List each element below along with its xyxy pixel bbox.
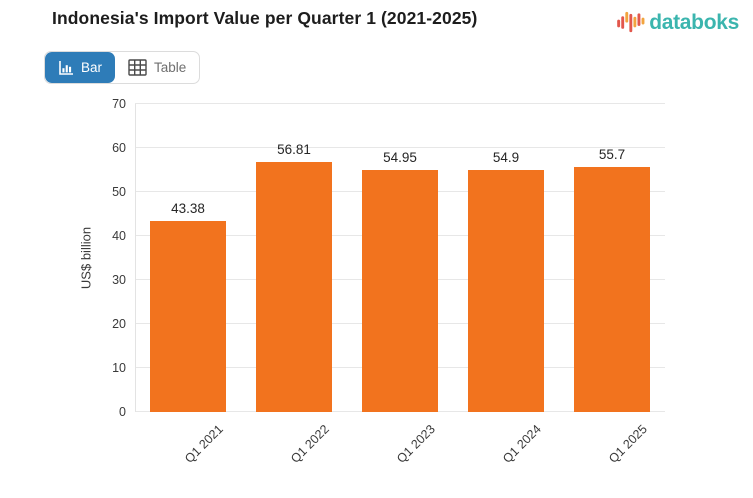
bar[interactable]	[573, 166, 651, 412]
y-tick-label: 20	[112, 317, 126, 331]
gridline	[135, 147, 665, 148]
bar-value-label: 56.81	[277, 142, 311, 158]
bar-slot: 56.81	[241, 104, 347, 412]
bars-container: 43.38 56.81 54.95 54.9 55.7	[135, 104, 665, 412]
x-tick-label: Q1 2024	[500, 422, 544, 466]
bar-slot: 55.7	[559, 104, 665, 412]
bar-slot: 54.95	[347, 104, 453, 412]
x-tick-label: Q1 2023	[394, 422, 438, 466]
x-tick-slot: Q1 2021	[135, 412, 241, 474]
x-tick-slot: Q1 2023	[347, 412, 453, 474]
y-tick-label: 40	[112, 229, 126, 243]
y-axis-line	[135, 104, 136, 412]
bar-value-label: 54.95	[383, 150, 417, 166]
page-title: Indonesia's Import Value per Quarter 1 (…	[52, 8, 478, 28]
databoks-logo-text: databoks	[649, 11, 739, 34]
x-axis-labels: Q1 2021 Q1 2022 Q1 2023 Q1 2024 Q1 2025	[135, 412, 665, 474]
bar-slot: 43.38	[135, 104, 241, 412]
table-view-button[interactable]: Table	[115, 52, 199, 83]
table-grid-icon	[128, 59, 147, 76]
databoks-logo[interactable]: databoks	[617, 8, 739, 38]
table-view-label: Table	[154, 60, 187, 75]
bar-value-label: 43.38	[171, 201, 205, 217]
x-tick-slot: Q1 2025	[559, 412, 665, 474]
bar-value-label: 55.7	[598, 146, 626, 162]
x-tick-slot: Q1 2024	[453, 412, 559, 474]
bar[interactable]	[361, 170, 439, 412]
x-tick-label: Q1 2022	[288, 422, 332, 466]
y-tick-label: 60	[112, 141, 126, 155]
bar-value-label: 54.9	[492, 150, 520, 166]
x-tick-label: Q1 2021	[182, 422, 226, 466]
bar-view-button[interactable]: Bar	[45, 52, 116, 83]
x-tick-label: Q1 2025	[606, 422, 650, 466]
y-tick-label: 30	[112, 273, 126, 287]
plot-area: 0 10 20 30 40 50 60 70 43.38 56.81 54.95 54.9 55.7 …	[112, 97, 665, 466]
bar[interactable]	[149, 221, 227, 412]
y-tick-label: 50	[112, 185, 126, 199]
y-tick-label: 10	[112, 361, 126, 375]
view-toggle-group: Bar Table	[44, 51, 201, 84]
y-axis-title: US$ billion	[78, 226, 94, 290]
bar-view-label: Bar	[81, 60, 103, 75]
x-tick-slot: Q1 2022	[241, 412, 347, 474]
bar-slot: 54.9	[453, 104, 559, 412]
y-tick-label: 0	[119, 405, 126, 419]
databoks-logo-bars-icon	[617, 8, 646, 38]
bar[interactable]	[467, 170, 545, 412]
gridline	[135, 103, 665, 104]
bar[interactable]	[255, 162, 333, 412]
bar-chart-icon	[58, 60, 74, 76]
y-tick-label: 70	[112, 97, 126, 111]
